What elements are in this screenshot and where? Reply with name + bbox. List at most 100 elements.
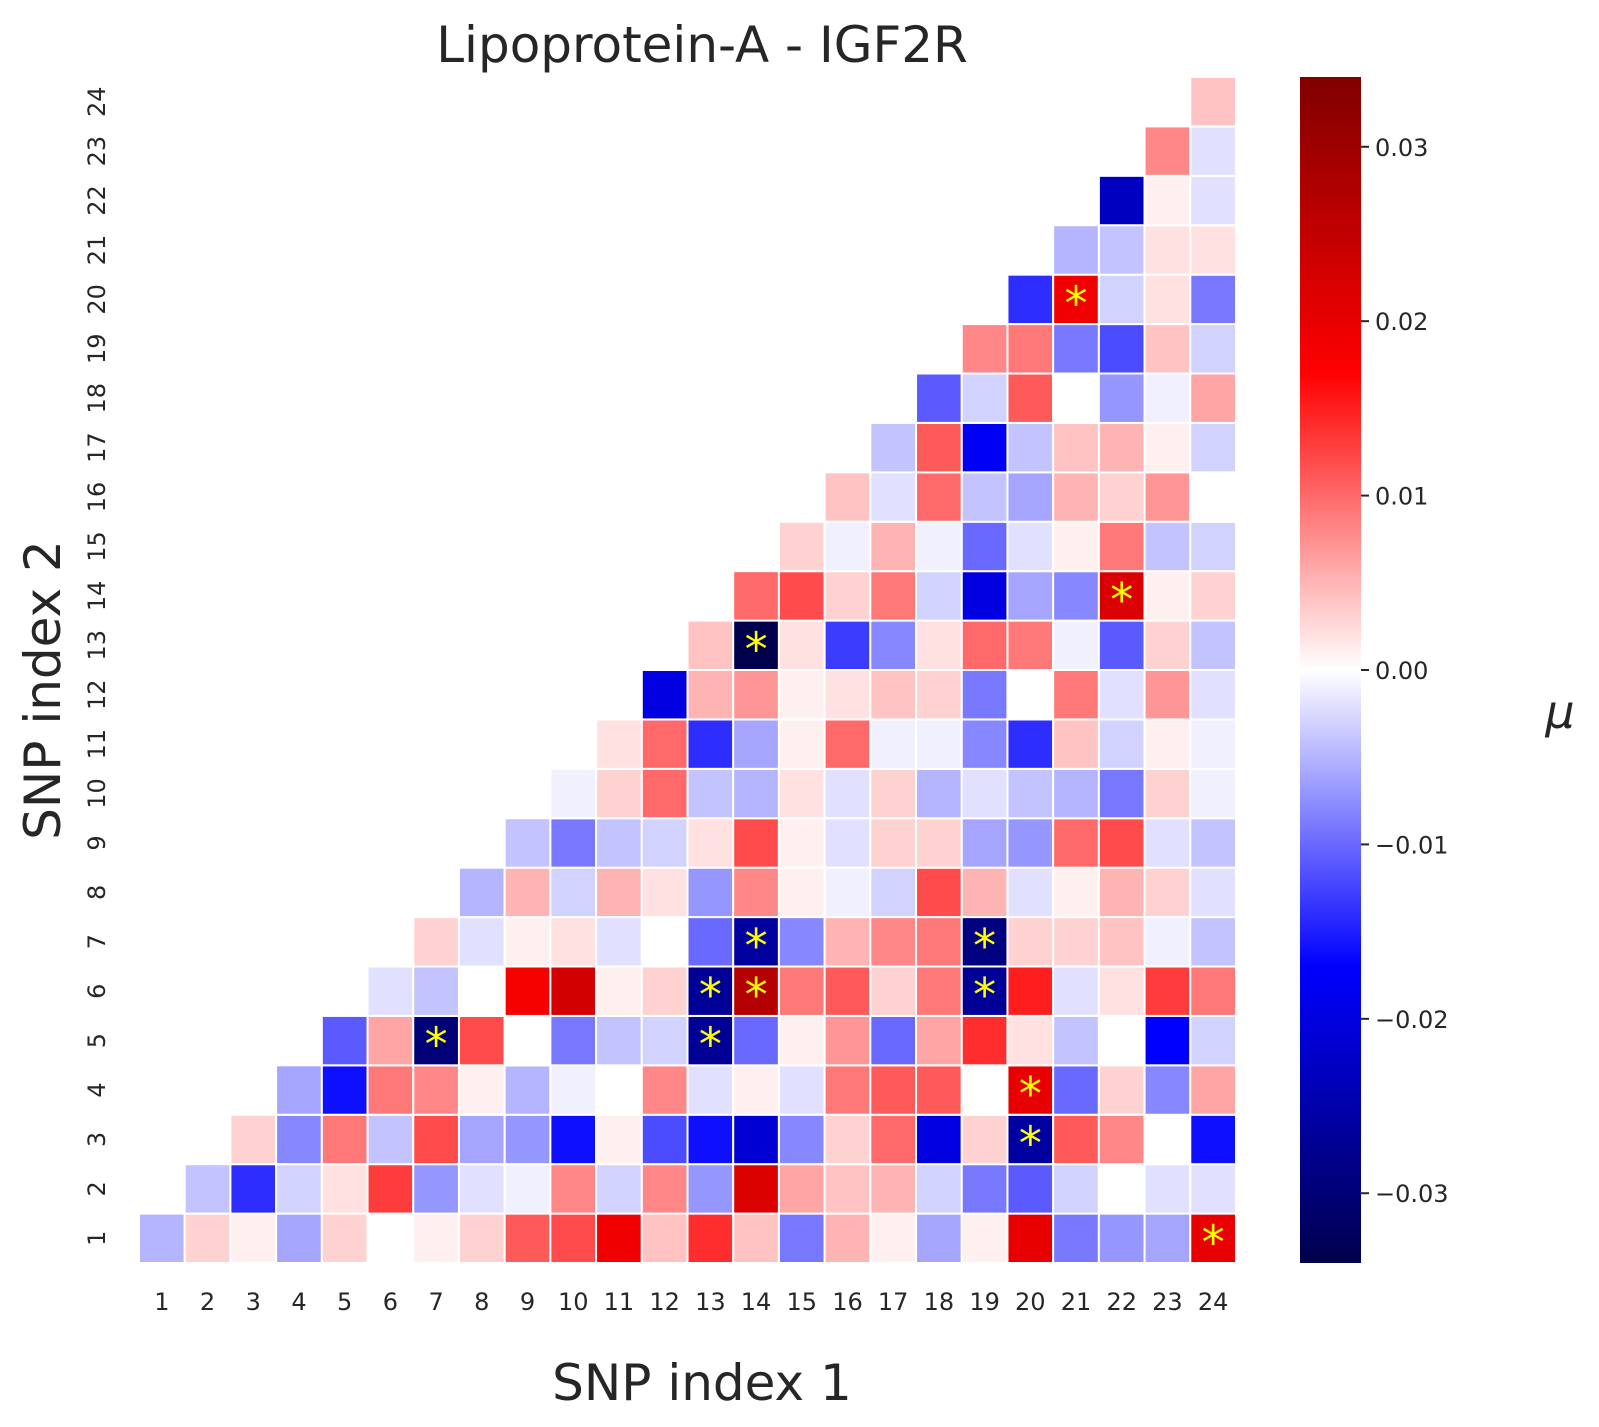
- heatmap-cell: [1006, 520, 1055, 573]
- heatmap-cell: [549, 1014, 598, 1067]
- heatmap-cell: [732, 669, 780, 721]
- heatmap-cell: [823, 1014, 872, 1067]
- heatmap-cell: [412, 1064, 460, 1116]
- heatmap-cell: [1052, 767, 1100, 820]
- heatmap-cell: [1097, 619, 1146, 671]
- x-tick-label: 3: [246, 1288, 261, 1316]
- heatmap-cell: [732, 1113, 780, 1166]
- heatmap-cell: [960, 323, 1009, 375]
- significance-star: *: [1019, 1116, 1042, 1170]
- heatmap-cell: [823, 471, 872, 523]
- heatmap-cell: [457, 1064, 506, 1116]
- heatmap-cell: [595, 718, 643, 770]
- colorbar-tick-label: −0.02: [1375, 1006, 1449, 1034]
- y-tick-label: 21: [83, 235, 111, 266]
- heatmap-cell: [595, 1113, 643, 1166]
- heatmap-cell: [686, 718, 735, 770]
- heatmap-cell: [915, 1064, 963, 1116]
- heatmap-cell: [1052, 916, 1100, 968]
- heatmap-cell: [915, 1113, 963, 1166]
- heatmap-cell: [549, 965, 598, 1017]
- x-tick-label: 4: [291, 1288, 306, 1316]
- heatmap-cell: [960, 1064, 1009, 1116]
- heatmap-cell: [777, 1113, 826, 1166]
- heatmap-cell: [503, 1113, 552, 1166]
- heatmap-cell: [1006, 471, 1055, 523]
- heatmap-cell: [823, 916, 872, 968]
- heatmap-cell: [595, 965, 643, 1017]
- heatmap-cell: [915, 767, 963, 820]
- heatmap-cell: [595, 916, 643, 968]
- x-tick-label: 5: [337, 1288, 352, 1316]
- x-tick-labels: 1 2 3 4 5 6 7 8 9 10 11 12 13 14 15 16 17 18 19 20 21 22 23 24: [154, 1288, 1228, 1316]
- heatmap-cell: [1097, 1064, 1146, 1116]
- heatmap-cell: [1052, 224, 1100, 276]
- heatmap-cell: [1097, 471, 1146, 523]
- heatmap-cell: [640, 1163, 689, 1215]
- heatmap-cell: [1006, 965, 1055, 1017]
- heatmap-cell: [549, 767, 598, 820]
- y-tick-label: 23: [83, 136, 111, 167]
- heatmap-cell: [1006, 619, 1055, 671]
- heatmap-cell: [1052, 1064, 1100, 1116]
- heatmap-cell: [869, 669, 918, 721]
- heatmap-cell: [960, 767, 1009, 820]
- heatmap-cell: [1097, 817, 1146, 869]
- heatmap-cell: [869, 817, 918, 869]
- heatmap-cell: [1052, 1212, 1100, 1265]
- heatmap-cell: [595, 817, 643, 869]
- heatmap-cell: [1052, 372, 1100, 424]
- heatmap-cell: [1006, 273, 1055, 326]
- significance-star: *: [973, 919, 996, 973]
- heatmap-cell: [1097, 372, 1146, 424]
- heatmap-cell: [1189, 1113, 1237, 1166]
- heatmap-cell: [1052, 718, 1100, 770]
- y-tick-label: 2: [83, 1181, 111, 1196]
- heatmap-cell: [1097, 174, 1146, 227]
- significance-star: *: [1019, 1067, 1042, 1121]
- colorbar-tick-label: 0.02: [1375, 308, 1428, 336]
- x-tick-label: 8: [474, 1288, 489, 1316]
- heatmap-cell: [1052, 421, 1100, 474]
- heatmap-cell: [1189, 323, 1237, 375]
- x-tick-label: 18: [924, 1288, 955, 1316]
- colorbar-label: μ: [1544, 685, 1574, 739]
- heatmap-cell: [686, 866, 735, 919]
- colorbar-tick-label: 0.03: [1375, 134, 1428, 162]
- heatmap-cell: [1143, 224, 1192, 276]
- x-tick-label: 6: [383, 1288, 398, 1316]
- heatmap-cell: [1052, 1113, 1100, 1166]
- heatmap-cell: [869, 1064, 918, 1116]
- heatmap-cell: [960, 1212, 1009, 1265]
- y-tick-label: 3: [83, 1132, 111, 1147]
- x-tick-label: 19: [969, 1288, 1000, 1316]
- heatmap-cell: [595, 1163, 643, 1215]
- heatmap-cell: [1006, 570, 1055, 622]
- y-tick-label: 4: [83, 1082, 111, 1097]
- heatmap-cell: [1052, 520, 1100, 573]
- heatmap-cell: [1143, 619, 1192, 671]
- heatmap-cell: [1097, 570, 1146, 622]
- y-tick-label: 1: [83, 1231, 111, 1246]
- heatmap-cell: [1052, 471, 1100, 523]
- heatmap-cell: [960, 965, 1009, 1017]
- x-tick-label: 2: [200, 1288, 215, 1316]
- heatmap-cell: [1143, 767, 1192, 820]
- y-tick-label: 18: [83, 383, 111, 414]
- heatmap-cell: [640, 916, 689, 968]
- heatmap-cell: [595, 767, 643, 820]
- heatmap-cell: [869, 1113, 918, 1166]
- heatmap-cell: [503, 916, 552, 968]
- heatmap-cell: [915, 965, 963, 1017]
- heatmap-cell: [960, 570, 1009, 622]
- heatmap-cell: [1052, 1163, 1100, 1215]
- heatmap-cell: [1097, 1113, 1146, 1166]
- heatmap-cell: [229, 1212, 278, 1265]
- heatmap-cell: [229, 1163, 278, 1215]
- x-axis-label: SNP index 1: [552, 1354, 852, 1412]
- heatmap-cell: [640, 866, 689, 919]
- heatmap-cell: [138, 1212, 186, 1265]
- heatmap-cell: [732, 767, 780, 820]
